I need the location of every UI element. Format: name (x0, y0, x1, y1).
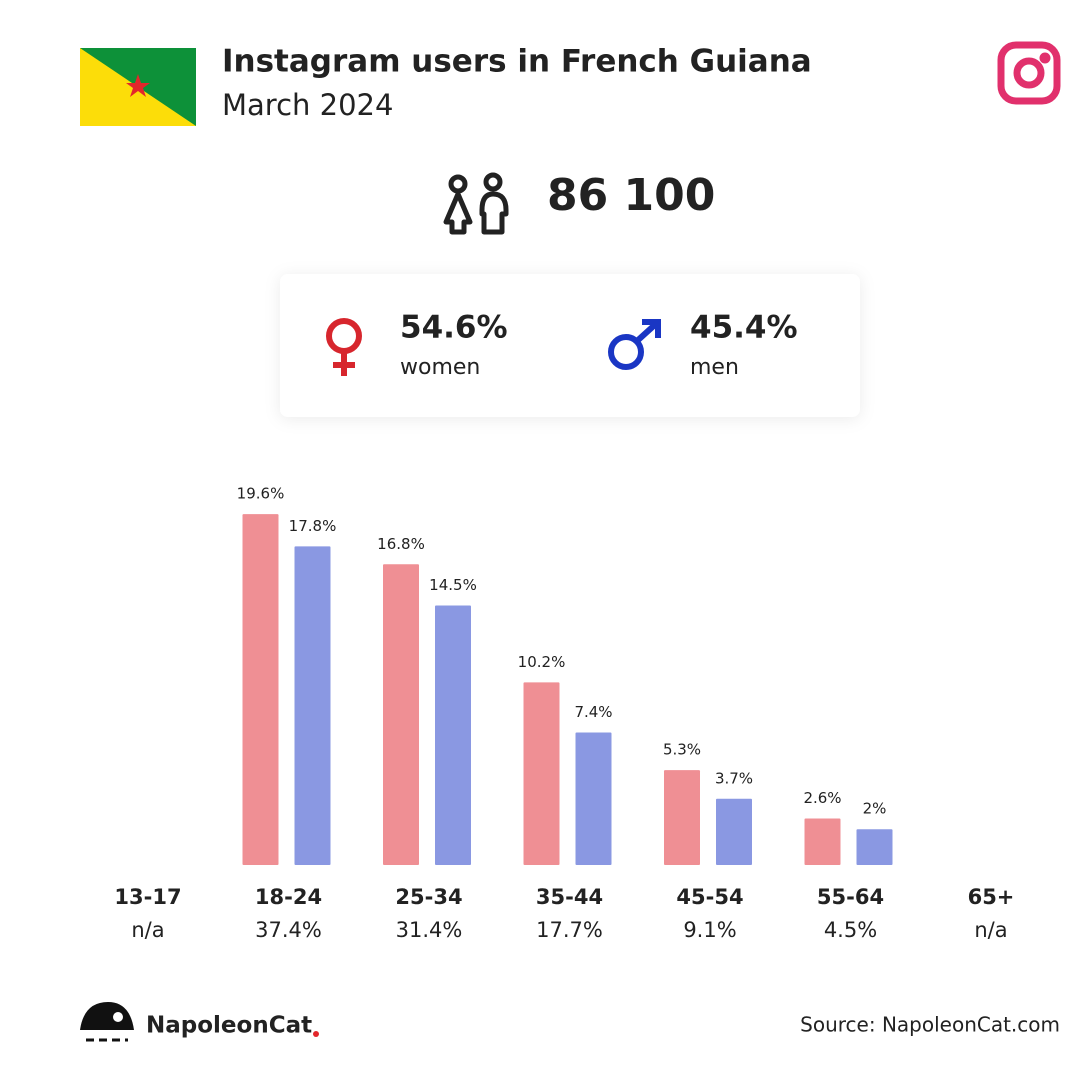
men-share: 45.4% (690, 310, 798, 346)
category-total: n/a (131, 918, 164, 942)
brand-dot (313, 1031, 319, 1037)
value-label: 2% (863, 800, 887, 818)
x-tick-label: 13-17 (114, 885, 181, 909)
value-label: 17.8% (289, 517, 337, 535)
people-icon (443, 172, 509, 235)
bar (716, 798, 752, 865)
bar (523, 682, 560, 865)
women-share: 54.6% (400, 310, 508, 346)
bar (575, 732, 612, 865)
x-tick-label: 55-64 (817, 885, 884, 909)
female-icon (326, 318, 362, 376)
title: Instagram users in French Guiana (222, 44, 812, 80)
bar (856, 829, 893, 865)
source: Source: NapoleonCat.com (800, 1013, 1060, 1037)
gender-card (280, 274, 860, 417)
category-total: n/a (974, 918, 1007, 942)
brand: NapoleonCat (146, 1013, 312, 1039)
category-total: 9.1% (683, 918, 736, 942)
value-label: 2.6% (803, 789, 841, 807)
value-label: 19.6% (237, 485, 285, 503)
total-users: 86 100 (547, 170, 715, 221)
instagram-icon (997, 41, 1061, 105)
flag (80, 48, 196, 126)
bar-chart: 13-17 n/a 18-24 37.4% 19.6%17.8% 25-34 31.4% 16… (114, 485, 1014, 942)
x-tick-label: 25-34 (395, 885, 462, 909)
category-total: 31.4% (396, 918, 463, 942)
x-tick-label: 35-44 (536, 885, 603, 909)
women-label: women (400, 355, 480, 380)
value-label: 14.5% (429, 576, 477, 594)
value-label: 3.7% (715, 769, 753, 787)
men-label: men (690, 355, 739, 380)
value-label: 10.2% (518, 653, 566, 671)
category-total: 37.4% (255, 918, 322, 942)
bar (383, 564, 419, 865)
bar (435, 605, 471, 865)
x-tick-label: 45-54 (676, 885, 743, 909)
category-total: 17.7% (536, 918, 603, 942)
x-tick-label: 18-24 (255, 885, 322, 909)
value-label: 5.3% (663, 741, 701, 759)
brand-logo (80, 1002, 134, 1042)
x-tick-label: 65+ (968, 885, 1015, 909)
category-total: 4.5% (824, 918, 877, 942)
male-icon (608, 319, 661, 370)
subtitle: March 2024 (222, 88, 393, 122)
value-label: 7.4% (574, 703, 612, 721)
bar (664, 770, 700, 865)
bar (804, 818, 841, 865)
bar (242, 514, 279, 865)
bar (294, 546, 331, 865)
value-label: 16.8% (377, 535, 425, 553)
